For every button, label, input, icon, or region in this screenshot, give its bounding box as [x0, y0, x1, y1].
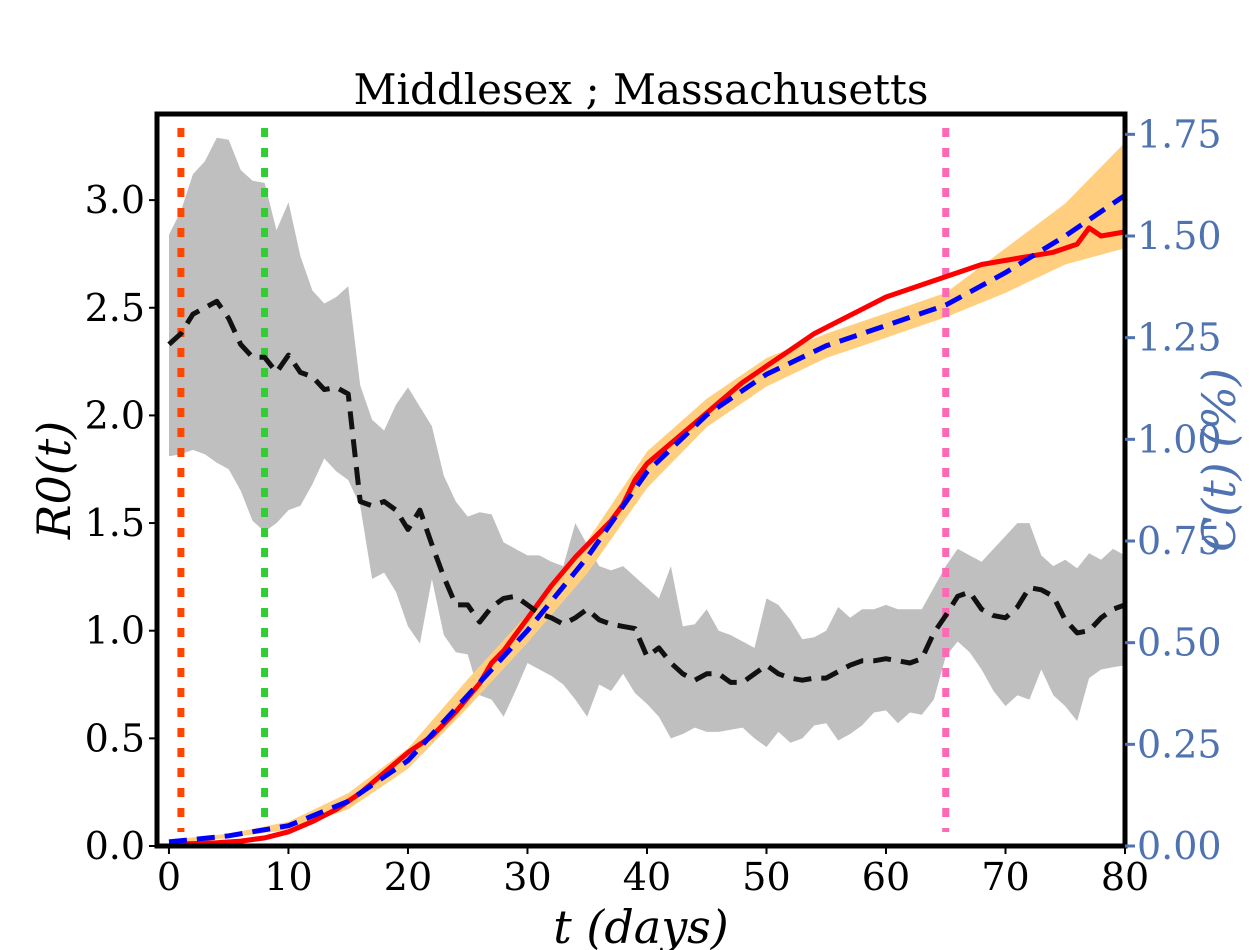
y-right-tick-label: 1.25	[1137, 316, 1222, 360]
event-lines	[177, 128, 950, 832]
x-tick-label: 0	[157, 855, 181, 899]
y-axis-label-left: R0(t)	[27, 421, 81, 540]
x-tick-label: 10	[264, 855, 312, 899]
x-tick-label: 80	[1101, 855, 1149, 899]
x-tick-label: 50	[742, 855, 790, 899]
band-series-2	[169, 142, 1125, 844]
y-left-tick-label: 1.0	[85, 609, 145, 653]
y-left-tick-label: 2.0	[85, 393, 145, 437]
line-series-0	[167, 298, 1126, 685]
y-left-tick-label: 1.5	[85, 501, 145, 545]
y-axis-label-right: C(t) (%)	[1192, 368, 1246, 552]
x-tick-label: 20	[384, 855, 432, 899]
series-lines	[167, 193, 1127, 847]
confidence-bands	[169, 137, 1125, 844]
y-right-tick-label: 0.50	[1137, 621, 1222, 665]
axis-ticks: 0 10 20 30 40 50 60 70 80 0.0 0.5 1.0 1.5 2.0 2.5 3.0 0.…	[85, 112, 1222, 899]
y-right-tick-label: 1.75	[1137, 112, 1222, 156]
y-left-tick-label: 3.0	[85, 178, 145, 222]
x-tick-label: 70	[981, 855, 1029, 899]
y-right-tick-label: 0.25	[1137, 722, 1222, 766]
y-left-tick-label: 0.0	[85, 824, 145, 868]
line-series-2	[168, 193, 1127, 845]
y-right-tick-label: 0.75	[1137, 519, 1222, 563]
y-right-tick-label: 0.00	[1137, 824, 1222, 868]
chart-title: Middlesex ; Massachusetts	[354, 65, 929, 114]
band-series-0	[169, 137, 1125, 747]
y-left-tick-label: 2.5	[85, 286, 145, 330]
y-right-tick-label: 1.50	[1137, 214, 1222, 258]
x-tick-label: 30	[503, 855, 551, 899]
x-tick-label: 60	[862, 855, 910, 899]
x-tick-label: 40	[623, 855, 671, 899]
y-right-tick-label: 1.00	[1137, 417, 1222, 461]
x-axis-label: t (days)	[553, 900, 728, 950]
plot-frame	[154, 111, 1128, 849]
y-left-tick-label: 0.5	[85, 716, 145, 760]
